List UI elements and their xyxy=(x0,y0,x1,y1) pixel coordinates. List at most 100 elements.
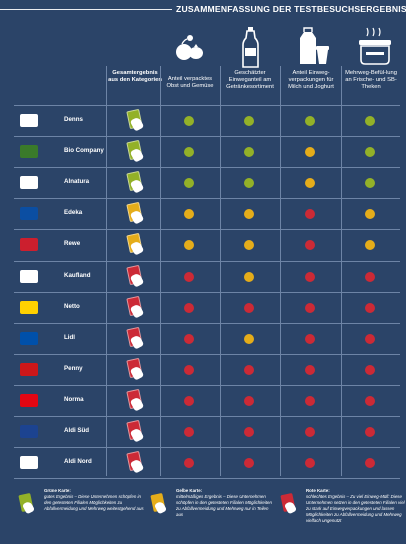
table-row: Lidl xyxy=(0,323,406,354)
rating-dot-green xyxy=(244,116,254,126)
store-logo xyxy=(20,238,38,252)
store-name: Rewe xyxy=(64,240,81,248)
row-divider xyxy=(14,260,400,262)
row-divider xyxy=(14,229,400,231)
row-divider xyxy=(14,291,400,293)
store-name: Netto xyxy=(64,302,80,310)
column-header-one-way-drinks: Geschätzter Einweganteil am Getränkesort… xyxy=(226,70,274,90)
rating-dot-yellow xyxy=(305,178,315,189)
hand-icon xyxy=(153,500,168,515)
rating-dot-red xyxy=(365,395,375,406)
store-name: Lidl xyxy=(64,333,75,341)
hand-icon xyxy=(129,458,145,474)
row-divider xyxy=(14,478,400,480)
legend-text: Gelbe Karte: mittelmäßiges Ergebnis – Die… xyxy=(176,488,272,518)
hand-icon xyxy=(129,178,145,194)
rating-dot-red xyxy=(365,271,375,282)
rating-dot-red xyxy=(184,458,194,469)
page-title: ZUSAMMENFASSUNG DER TESTBESUCHSERGEBNISS… xyxy=(176,4,406,14)
rating-dot-red xyxy=(184,302,194,313)
rating-dot-red xyxy=(305,427,315,437)
title-bar: ZUSAMMENFASSUNG DER TESTBESUCHSERGEBNISS… xyxy=(0,0,406,20)
column-divider xyxy=(160,66,161,476)
store-logo xyxy=(20,393,38,407)
rating-dot-red xyxy=(244,364,254,375)
table-row: Norma xyxy=(0,385,406,416)
rating-dot-red xyxy=(244,458,254,469)
column-header-reusable-counters: Mehrweg-Befül-lung an Frische- und SB-Th… xyxy=(345,70,397,90)
rating-dot-yellow xyxy=(184,240,194,251)
table-row: Edeka xyxy=(0,198,406,229)
table-row: Kaufland xyxy=(0,261,406,292)
legend-text: Rote Karte: schlechtes Ergebnis – Zu viel… xyxy=(306,488,405,524)
store-name: Alnatura xyxy=(64,178,90,186)
table-row: Alnatura xyxy=(0,167,406,198)
store-name: Aldi Süd xyxy=(64,427,90,434)
row-divider xyxy=(14,416,400,417)
rating-dot-red xyxy=(305,209,315,220)
rating-dot-red xyxy=(184,271,194,282)
rating-dot-red xyxy=(184,364,194,375)
store-logo xyxy=(20,300,38,314)
rating-dot-red xyxy=(244,395,254,406)
title-divider xyxy=(0,9,172,10)
hand-icon xyxy=(129,209,145,225)
table-row: Rewe xyxy=(0,229,406,260)
store-name: Edeka xyxy=(64,209,83,217)
legend-text: Grüne Karte: gutes Ergebnis – Diese Unter… xyxy=(44,488,144,512)
table-row: Aldi Nord xyxy=(0,447,406,478)
column-header-milk-yogurt: Anteil Einweg-verpackungen für Milch und… xyxy=(288,70,334,90)
store-logo xyxy=(20,425,38,438)
rating-dot-green xyxy=(244,178,254,189)
table-row: Bio Company xyxy=(0,136,406,167)
store-logo xyxy=(20,362,38,376)
hand-icon xyxy=(129,365,145,381)
hand-icon xyxy=(129,396,145,412)
hand-icon xyxy=(21,500,36,515)
rating-dot-red xyxy=(305,333,315,344)
rating-dot-red xyxy=(305,395,315,406)
rating-dot-red xyxy=(365,302,375,313)
hand-icon xyxy=(283,500,298,515)
rating-dot-yellow xyxy=(305,147,315,158)
row-divider xyxy=(14,447,400,449)
rating-dot-green xyxy=(305,116,315,126)
rating-dot-green xyxy=(365,116,375,126)
table-row: Netto xyxy=(0,292,406,323)
rating-dot-yellow xyxy=(184,209,194,220)
rating-dot-yellow xyxy=(244,240,254,251)
store-name: Aldi Nord xyxy=(64,458,92,466)
milk-yogurt-icon xyxy=(282,24,343,68)
column-header-fruit-veg: Anteil verpacktes Obst und Gemüse xyxy=(166,76,214,89)
rating-dot-red xyxy=(365,364,375,375)
food-container-icon xyxy=(343,24,404,68)
bottle-icon xyxy=(221,24,282,68)
rating-dot-yellow xyxy=(365,209,375,220)
rating-dot-green xyxy=(184,147,194,158)
rating-dot-red xyxy=(365,333,375,344)
rating-dot-red xyxy=(305,240,315,251)
rating-dot-green xyxy=(365,147,375,158)
row-divider xyxy=(14,322,400,324)
row-divider xyxy=(14,353,400,355)
rating-dot-red xyxy=(305,364,315,375)
hand-icon xyxy=(129,147,145,163)
hand-icon xyxy=(129,116,145,132)
store-logo xyxy=(20,456,38,470)
overall-result-header: Gesamtergebnis aus den Kategorien xyxy=(108,70,162,83)
category-icons xyxy=(160,24,404,68)
rating-dot-red xyxy=(365,427,375,437)
rating-dot-green xyxy=(365,178,375,189)
rating-dot-yellow xyxy=(244,271,254,282)
column-divider xyxy=(220,66,221,476)
rating-dot-red xyxy=(244,427,254,437)
row-divider xyxy=(14,167,400,169)
rating-dot-red xyxy=(244,302,254,313)
rating-dot-yellow xyxy=(244,209,254,220)
rating-dot-red xyxy=(184,333,194,344)
table-header: Gesamtergebnis aus den Kategorien Anteil… xyxy=(0,66,406,106)
legend: Grüne Karte: gutes Ergebnis – Diese Unter… xyxy=(0,482,406,544)
store-name: Norma xyxy=(64,395,84,403)
store-logo xyxy=(20,269,38,283)
rating-dot-yellow xyxy=(365,240,375,251)
